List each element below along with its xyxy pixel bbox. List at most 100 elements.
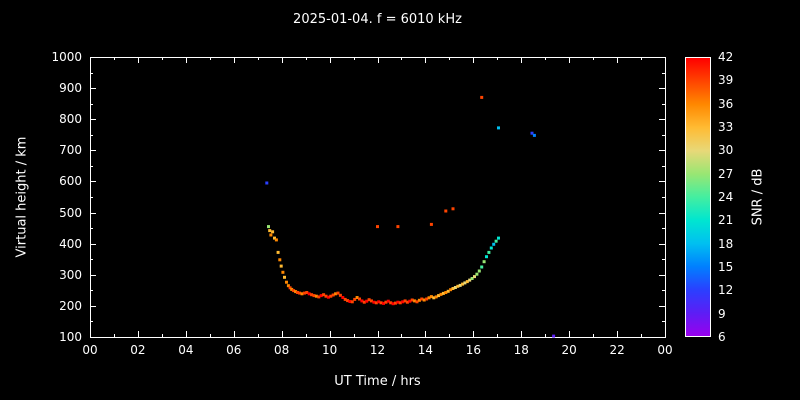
y-tick-label: 600	[59, 174, 82, 189]
x-tick-label: 22	[609, 343, 625, 357]
data-point	[497, 126, 500, 130]
x-tick-label: 20	[561, 343, 577, 357]
data-point	[271, 230, 275, 234]
y-tick-label: 500	[59, 205, 82, 220]
y-tick-label: 400	[59, 236, 82, 251]
data-point	[265, 181, 269, 185]
x-tick-label: 02	[130, 343, 146, 357]
x-tick-label: 00	[657, 343, 673, 357]
colorbar-tick-label: 6	[718, 330, 726, 344]
data-point	[449, 288, 453, 292]
data-point	[487, 250, 491, 254]
data-point	[485, 255, 488, 259]
chart-title: 2025-01-04. f = 6010 kHz	[293, 12, 462, 27]
data-point	[382, 301, 385, 305]
data-point	[470, 277, 474, 280]
data-point	[413, 299, 417, 303]
x-tick-label: 00	[82, 343, 98, 357]
data-point	[346, 299, 350, 303]
data-point	[331, 293, 335, 297]
data-point	[417, 298, 421, 302]
data-point	[292, 289, 296, 293]
data-point	[398, 301, 402, 305]
data-point	[267, 225, 270, 229]
data-point	[444, 209, 448, 213]
colorbar-tick-label: 24	[718, 190, 734, 204]
data-point	[497, 236, 500, 240]
colorbar-tick-label: 21	[718, 213, 734, 228]
data-point	[317, 295, 321, 299]
data-point	[294, 290, 298, 294]
data-point	[276, 250, 280, 254]
data-point	[451, 207, 455, 211]
data-point	[429, 222, 433, 226]
data-point	[319, 294, 323, 298]
colorbar-tick-label: 42	[718, 50, 734, 64]
data-point	[360, 299, 364, 303]
data-point	[394, 301, 397, 305]
data-point	[310, 293, 314, 297]
data-point	[279, 264, 283, 268]
colorbar-tick-label: 18	[718, 236, 734, 251]
data-point	[350, 300, 354, 304]
data-point	[286, 284, 290, 288]
colorbar-tick-label: 33	[718, 120, 734, 134]
y-tick-label: 300	[59, 267, 82, 282]
data-point	[302, 291, 306, 295]
data-point	[336, 291, 340, 295]
data-point	[482, 260, 486, 264]
colorbar-gradient	[685, 57, 711, 337]
data-point	[348, 300, 352, 303]
data-point	[278, 258, 282, 262]
colorbar-tick-label: 30	[718, 143, 734, 158]
data-point	[322, 293, 326, 297]
data-point	[370, 299, 373, 303]
data-point	[439, 292, 443, 296]
data-point	[429, 295, 433, 299]
data-point	[353, 297, 357, 301]
data-point	[296, 291, 299, 294]
data-point	[391, 302, 395, 306]
colorbar-tick-label: 9	[718, 306, 726, 321]
data-point	[379, 301, 383, 305]
x-tick-label: 14	[417, 343, 434, 357]
colorbar-tick-label: 39	[718, 73, 734, 88]
colorbar-tick-label: 36	[718, 96, 734, 111]
data-point	[446, 289, 450, 293]
data-point	[396, 225, 400, 229]
data-point	[532, 133, 536, 137]
data-point	[425, 297, 429, 301]
data-point	[389, 301, 393, 305]
data-point	[405, 300, 409, 304]
y-tick-label: 900	[59, 81, 82, 96]
x-tick-label: 16	[465, 343, 481, 357]
data-point	[468, 278, 472, 282]
data-point	[403, 299, 407, 303]
data-point	[290, 287, 294, 291]
data-point	[367, 298, 371, 302]
data-point	[305, 291, 309, 294]
x-tick-label: 12	[369, 343, 386, 357]
data-point	[494, 239, 498, 243]
data-point	[269, 233, 273, 237]
data-point	[338, 293, 342, 297]
data-point	[384, 300, 388, 304]
data-point	[355, 296, 359, 299]
data-point	[477, 269, 481, 273]
data-point	[422, 298, 426, 302]
data-point	[281, 270, 285, 274]
x-tick-label: 04	[178, 343, 194, 357]
data-point	[434, 295, 438, 299]
data-point	[307, 292, 311, 296]
colorbar-tick-label: 27	[718, 166, 734, 181]
data-point	[451, 287, 455, 290]
y-tick-label: 800	[59, 112, 82, 127]
data-point	[480, 95, 484, 99]
colorbar-tick-label: 15	[718, 260, 734, 274]
data-point	[326, 295, 330, 299]
y-axis-label: Virtual height / km	[14, 136, 30, 258]
x-tick-label: 08	[274, 343, 290, 357]
data-point	[362, 300, 366, 304]
data-point	[298, 291, 302, 295]
